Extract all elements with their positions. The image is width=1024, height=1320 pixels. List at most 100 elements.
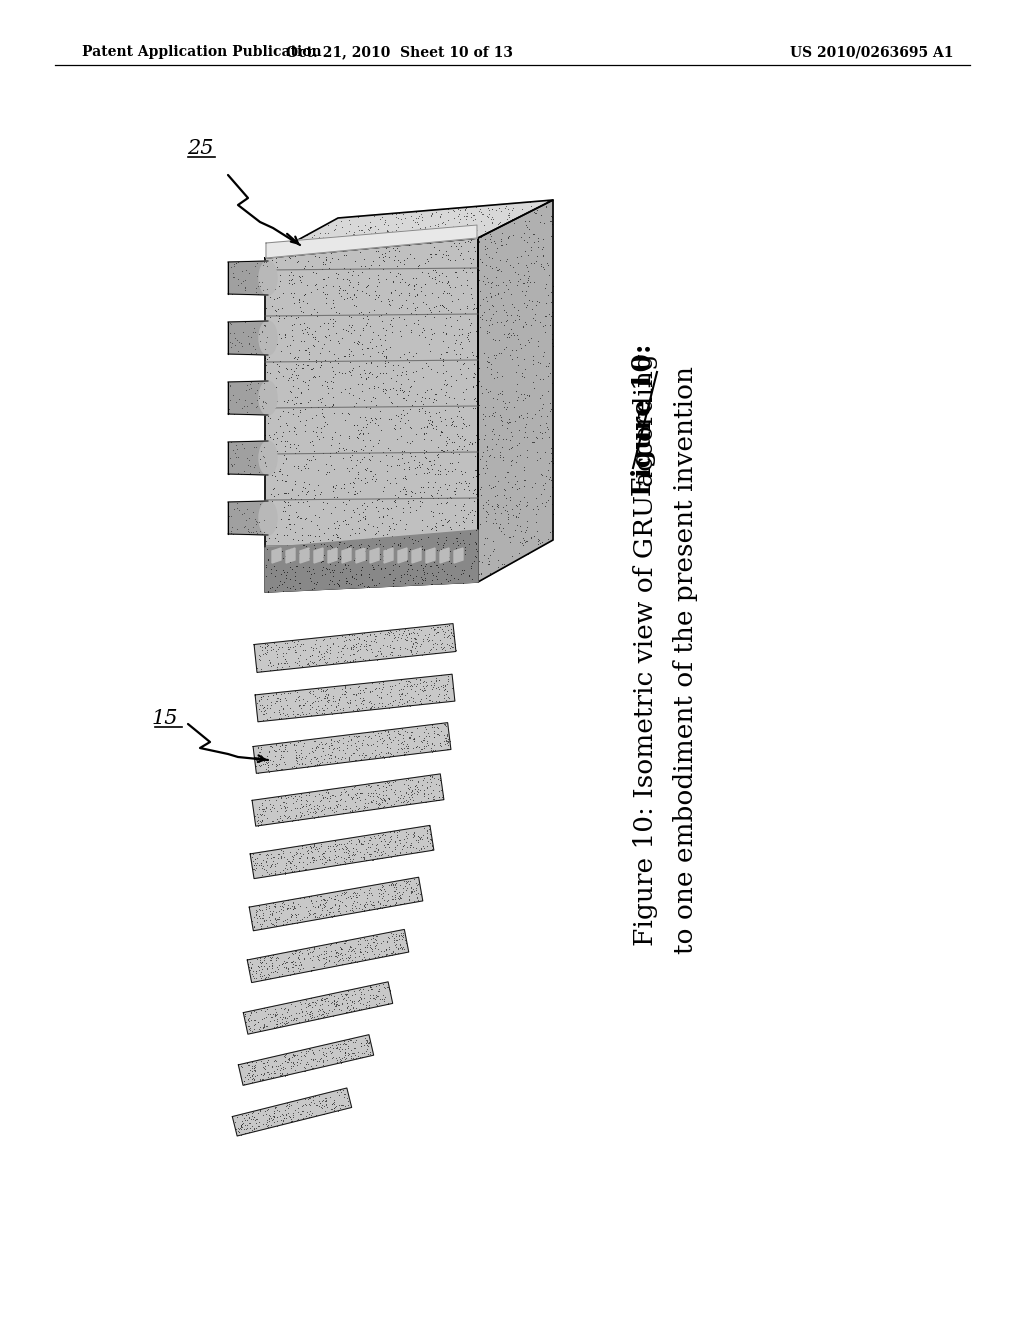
Point xyxy=(465,367,481,388)
Point xyxy=(413,477,429,498)
Point xyxy=(279,788,295,809)
Point xyxy=(530,399,547,420)
Point xyxy=(420,228,436,249)
Point xyxy=(306,298,323,319)
Point xyxy=(413,218,429,239)
Point xyxy=(349,730,366,751)
Point xyxy=(298,785,314,807)
Point xyxy=(370,366,386,387)
Point xyxy=(451,199,467,220)
Point xyxy=(298,746,314,767)
Point xyxy=(289,358,305,379)
Point xyxy=(307,239,324,260)
Polygon shape xyxy=(253,722,451,774)
Point xyxy=(357,696,374,717)
Point xyxy=(310,937,327,958)
Point xyxy=(291,754,307,775)
Point xyxy=(279,858,295,879)
Point xyxy=(364,639,380,660)
Point xyxy=(350,829,367,850)
Point xyxy=(340,1038,356,1059)
Point xyxy=(482,228,499,249)
Point xyxy=(359,305,376,326)
Point xyxy=(372,793,388,814)
Point xyxy=(337,983,353,1005)
Point xyxy=(366,944,382,965)
Point xyxy=(412,669,428,690)
Point xyxy=(282,568,298,589)
Point xyxy=(271,544,288,565)
Point xyxy=(318,752,335,774)
Point xyxy=(350,933,367,954)
Point xyxy=(400,824,417,845)
Point xyxy=(345,1043,361,1064)
Point xyxy=(256,251,272,272)
Point xyxy=(282,247,298,268)
Point xyxy=(304,1043,321,1064)
Point xyxy=(337,1096,353,1117)
Point xyxy=(358,471,375,492)
Point xyxy=(316,412,333,433)
Point xyxy=(294,302,310,323)
Point xyxy=(525,420,542,441)
Point xyxy=(408,297,424,318)
Point xyxy=(258,553,274,574)
Point xyxy=(266,565,283,586)
Point xyxy=(420,471,436,492)
Point xyxy=(279,577,295,598)
Point xyxy=(305,1086,322,1107)
Point xyxy=(278,853,294,874)
Point xyxy=(268,915,285,936)
Point xyxy=(263,483,280,504)
Point xyxy=(290,704,306,725)
Point xyxy=(351,979,368,1001)
Point xyxy=(322,461,338,482)
Point xyxy=(262,306,279,327)
Point xyxy=(518,407,535,428)
Point xyxy=(291,694,307,715)
Point xyxy=(435,532,452,553)
Point xyxy=(344,565,360,586)
Point xyxy=(379,504,395,525)
Point xyxy=(286,755,302,776)
Point xyxy=(419,676,435,697)
Point xyxy=(325,276,341,297)
Point xyxy=(390,207,407,228)
Point xyxy=(414,492,430,513)
Point xyxy=(252,810,268,832)
Point xyxy=(298,339,314,360)
Point xyxy=(386,779,402,800)
Point xyxy=(244,1069,260,1090)
Point xyxy=(308,993,325,1014)
Point xyxy=(409,874,425,895)
Point xyxy=(507,506,523,527)
Point xyxy=(354,944,371,965)
Point xyxy=(418,326,434,347)
Point xyxy=(284,904,300,925)
Point xyxy=(241,334,257,355)
Point xyxy=(370,722,386,743)
Point xyxy=(264,953,281,974)
Point xyxy=(423,244,439,265)
Point xyxy=(345,260,361,281)
Point xyxy=(305,261,322,282)
Point xyxy=(276,391,293,412)
Point xyxy=(364,696,380,717)
Point xyxy=(362,461,379,482)
Point xyxy=(452,566,468,587)
Point xyxy=(257,1001,273,1022)
Point xyxy=(355,689,372,710)
Point xyxy=(290,903,306,924)
Point xyxy=(285,554,301,576)
Point xyxy=(401,727,418,748)
Point xyxy=(429,568,445,589)
Point xyxy=(314,556,331,577)
Point xyxy=(271,308,288,329)
Point xyxy=(433,503,450,524)
Point xyxy=(375,824,391,845)
Point xyxy=(455,248,471,269)
Point xyxy=(323,639,339,660)
Point xyxy=(403,880,420,902)
Point xyxy=(290,529,306,550)
Point xyxy=(426,388,442,409)
